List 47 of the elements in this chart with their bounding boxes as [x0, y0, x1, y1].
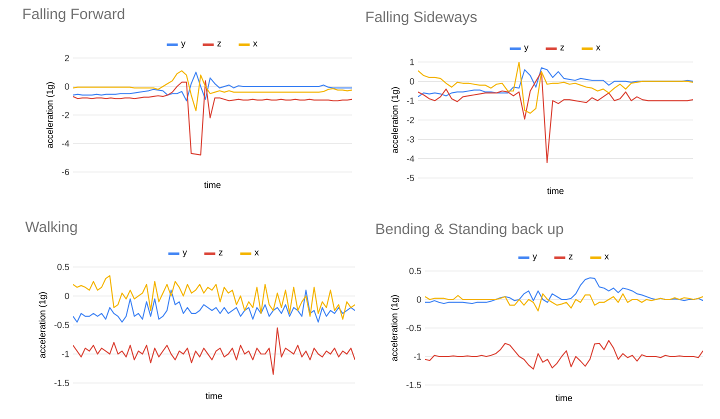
- y-tick-label: -0.5: [406, 324, 422, 332]
- line-series: [73, 327, 355, 375]
- y-tick-label: 0: [416, 296, 422, 303]
- chart-title: Falling Forward: [23, 8, 124, 22]
- y-tick-label: 0: [64, 83, 70, 90]
- x-axis-title: time: [204, 182, 221, 188]
- y-tick-label: -1.5: [406, 382, 422, 388]
- y-tick-label: -1: [62, 350, 70, 358]
- chart-title: Falling Sideways: [366, 11, 477, 26]
- y-tick-label: -2: [406, 116, 414, 124]
- y-tick-label: -1: [414, 353, 422, 360]
- y-axis-title: acceleration (1g): [46, 82, 55, 148]
- y-tick-label: -1.5: [54, 380, 70, 386]
- legend-label: y: [524, 46, 529, 52]
- y-tick-label: -5: [406, 174, 414, 182]
- y-axis-title: acceleration (1g): [391, 87, 400, 154]
- legend-label: y: [181, 42, 186, 48]
- x-axis-title: time: [547, 188, 564, 194]
- y-tick-label: -4: [62, 140, 70, 147]
- y-tick-label: 1: [410, 58, 414, 66]
- y-tick-label: 0: [410, 78, 414, 85]
- y-tick-label: 0: [64, 292, 70, 300]
- y-tick-label: 2: [64, 54, 70, 62]
- legend-label: x: [253, 42, 258, 46]
- x-axis-title: time: [206, 392, 222, 400]
- legend-label: y: [532, 254, 538, 262]
- y-tick-label: 0.5: [57, 264, 70, 270]
- legend-label: z: [217, 42, 222, 46]
- legend-label: x: [596, 46, 600, 50]
- legend-label: z: [568, 254, 573, 260]
- y-axis-title: acceleration (1g): [390, 295, 400, 362]
- y-tick-label: -3: [406, 136, 414, 143]
- y-tick-label: -0.5: [54, 322, 70, 328]
- y-tick-label: -4: [406, 156, 414, 162]
- chart-title: Walking: [25, 221, 77, 236]
- y-tick-label: -1: [406, 98, 414, 104]
- legend-label: y: [182, 250, 188, 258]
- y-tick-label: 0.5: [409, 268, 422, 274]
- legend-label: z: [560, 46, 564, 50]
- y-axis-title: acceleration (1g): [38, 292, 48, 358]
- legend-label: z: [218, 250, 223, 256]
- y-tick-label: -6: [62, 168, 70, 176]
- x-axis-title: time: [556, 394, 572, 402]
- y-tick-label: -2: [62, 112, 70, 118]
- chart-title: Bending & Standing back up: [376, 223, 564, 238]
- legend-label: x: [254, 250, 259, 256]
- legend-label: x: [604, 254, 609, 260]
